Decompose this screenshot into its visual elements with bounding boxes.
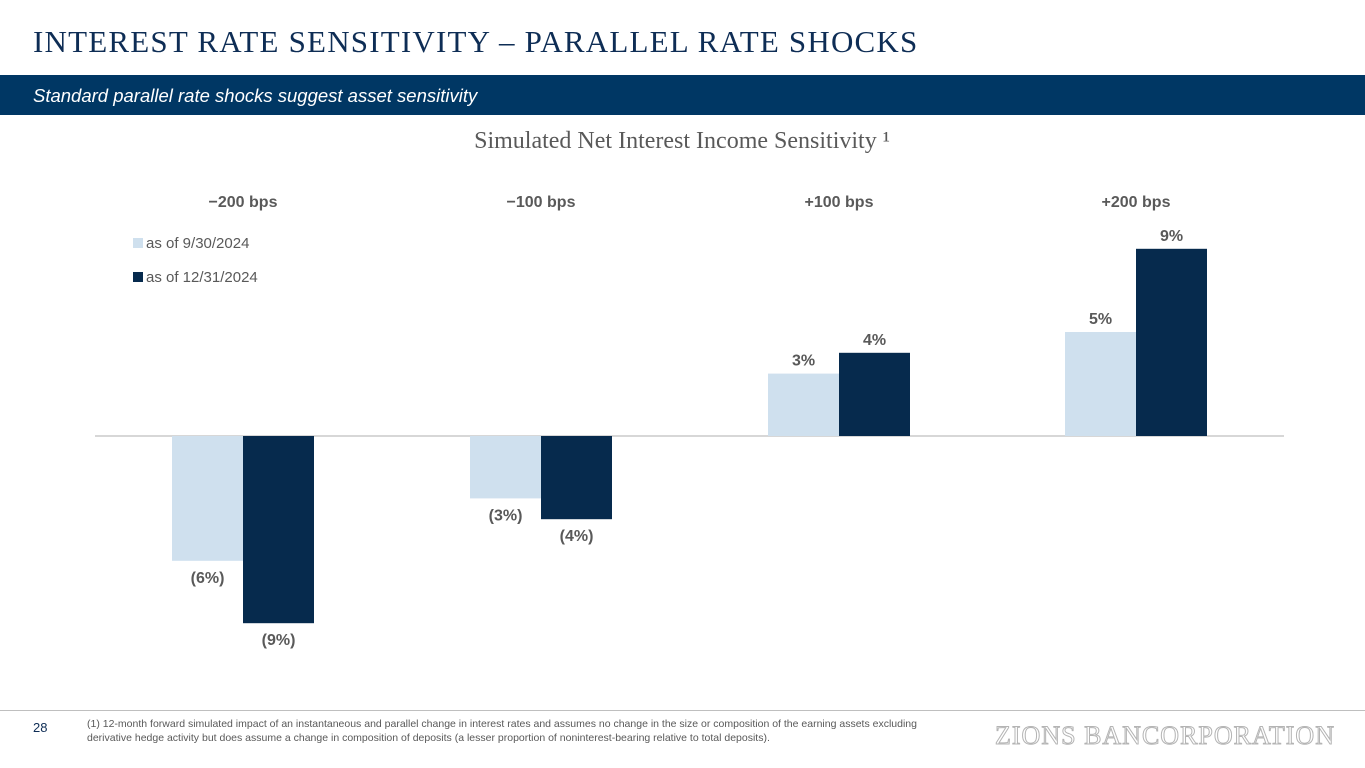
category-label: +200 bps [1102, 194, 1171, 211]
bars [172, 248, 1207, 624]
page-subtitle: Standard parallel rate shocks suggest as… [33, 85, 478, 106]
bar-as-of-12-31-2024-100-bps [541, 436, 612, 520]
legend-label: as of 9/30/2024 [146, 235, 249, 252]
subtitle-bar: Standard parallel rate shocks suggest as… [0, 75, 1365, 115]
legend-swatch-as-of-9-30-2024 [133, 238, 143, 248]
legend-swatch-as-of-12-31-2024 [133, 272, 143, 282]
page-title: INTEREST RATE SENSITIVITY – PARALLEL RAT… [33, 24, 919, 59]
company-logo: ZIONS BANCORPORATION [995, 721, 1335, 751]
bar-as-of-9-30-2024-200-bps [172, 436, 243, 561]
footer-divider [0, 710, 1365, 711]
bar-as-of-9-30-2024-100-bps [470, 436, 541, 499]
footnote: (1) 12-month forward simulated impact of… [87, 718, 917, 744]
category-label: −100 bps [507, 194, 576, 211]
page-number: 28 [33, 720, 48, 735]
bar-as-of-12-31-2024-200-bps [243, 436, 314, 624]
chart-title: Simulated Net Interest Income Sensitivit… [474, 128, 890, 154]
data-label: (4%) [560, 528, 594, 545]
data-label: (9%) [262, 632, 296, 649]
category-label: −200 bps [209, 194, 278, 211]
legend-label: as of 12/31/2024 [146, 269, 258, 286]
bar-as-of-9-30-2024-100-bps [768, 373, 839, 436]
bar-as-of-12-31-2024-100-bps [839, 352, 910, 436]
data-label: 5% [1089, 311, 1112, 328]
category-labels: −200 bps −100 bps +100 bps +200 bps [209, 194, 1171, 211]
value-labels: (6%) (3%) 3% 5% (9%) (4%) 4% 9% [191, 228, 1183, 649]
data-label: 3% [792, 353, 815, 370]
nii-sensitivity-chart: Simulated Net Interest Income Sensitivit… [95, 128, 1284, 649]
category-label: +100 bps [805, 194, 874, 211]
data-label: (3%) [489, 507, 523, 524]
data-label: 9% [1160, 228, 1183, 245]
data-label: 4% [863, 332, 886, 349]
bar-as-of-9-30-2024-200-bps [1065, 332, 1136, 436]
bar-as-of-12-31-2024-200-bps [1136, 248, 1207, 436]
chart-legend: as of 9/30/2024 as of 12/31/2024 [133, 235, 258, 286]
data-label: (6%) [191, 570, 225, 587]
